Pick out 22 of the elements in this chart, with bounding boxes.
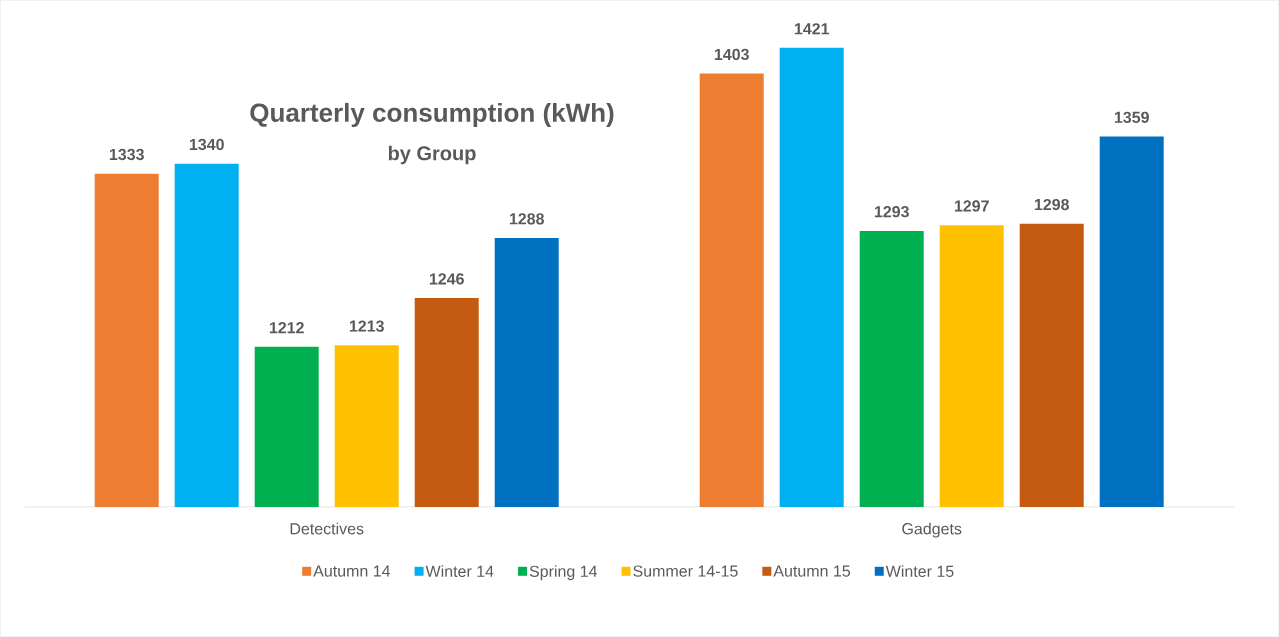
data-label: 1298 (1034, 198, 1069, 211)
data-label: 1246 (429, 273, 464, 285)
data-label: 1213 (349, 320, 384, 332)
legend-label: Winter 15 (885, 565, 954, 577)
x-tick-label: Detectives (290, 522, 364, 535)
data-label: 1288 (509, 213, 544, 225)
legend-label: Summer 14-15 (633, 565, 738, 577)
text: by Group (388, 145, 476, 165)
data-label: 1293 (874, 206, 909, 218)
data-label: 1421 (794, 23, 830, 35)
legend-label: Autumn 15 (773, 565, 851, 577)
legend-label: Autumn 14 (313, 565, 391, 577)
legend-label: Spring 14 (529, 565, 598, 581)
text: Quarterly consumption (kWh) (250, 102, 614, 128)
data-label: 1403 (714, 48, 749, 61)
data-label: 1333 (109, 148, 144, 161)
data-label: 1212 (269, 322, 304, 334)
legend-label: Winter 14 (425, 565, 494, 577)
x-tick-label: Gadgets (902, 522, 962, 538)
data-label: 1359 (1114, 111, 1149, 123)
data-label: 1297 (954, 200, 989, 212)
data-label: 1340 (189, 138, 224, 151)
